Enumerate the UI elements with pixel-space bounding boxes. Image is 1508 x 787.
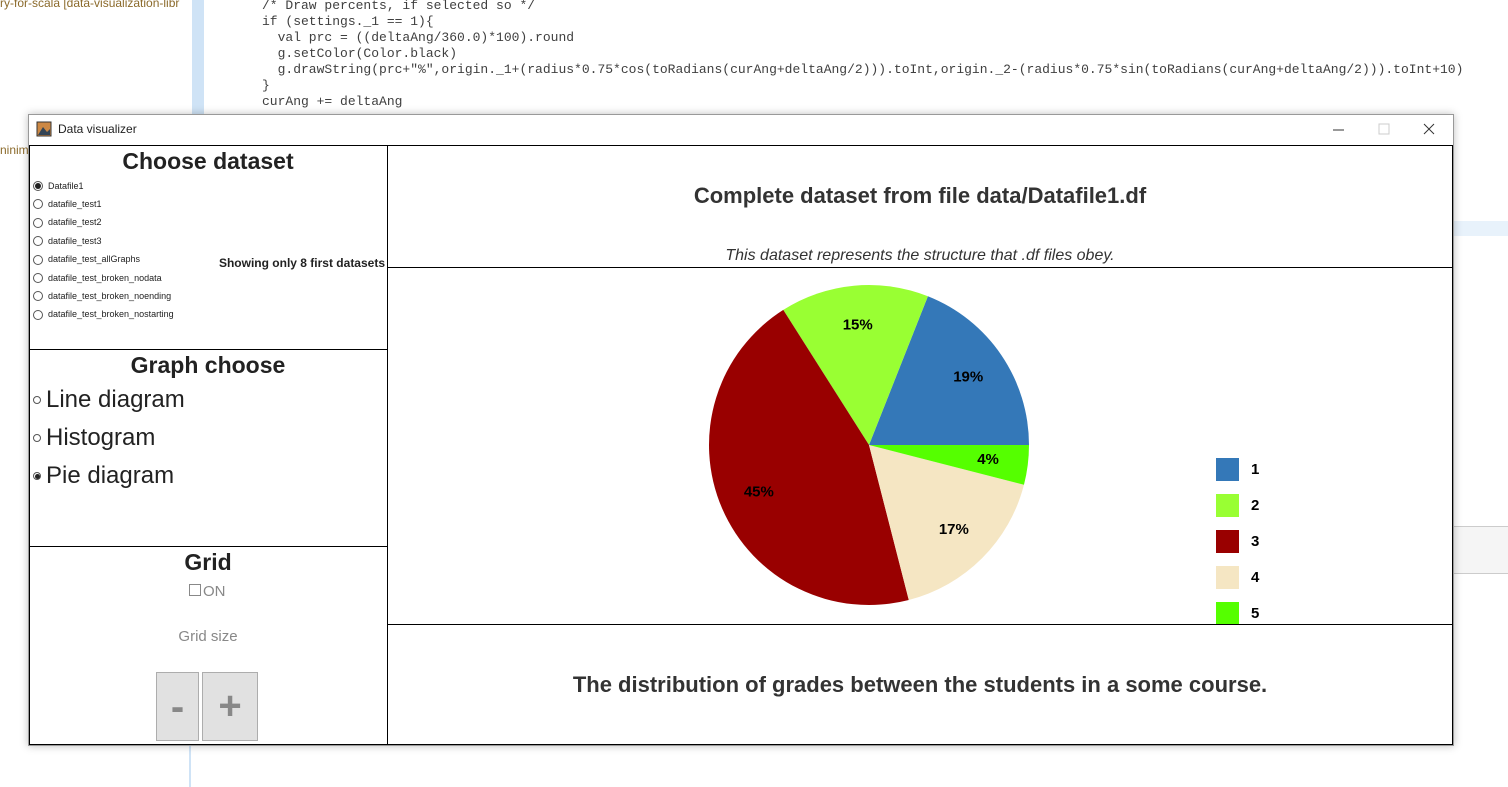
gutter-strip	[192, 0, 204, 114]
slice-label: 19%	[953, 369, 983, 386]
chart-subtitle: This dataset represents the structure th…	[725, 247, 1115, 264]
code-line: g.setColor(Color.black)	[262, 46, 458, 61]
grid-checkbox-label: ON	[203, 583, 226, 600]
radio-button[interactable]	[33, 434, 41, 442]
radio-button[interactable]	[33, 273, 43, 283]
legend-label: 2	[1251, 497, 1259, 514]
radio-button[interactable]	[33, 199, 43, 210]
slice-label: 4%	[977, 451, 999, 468]
legend-swatch	[1216, 530, 1239, 553]
pie-slice	[869, 445, 1024, 600]
radio-button[interactable]	[33, 236, 43, 247]
code-line: g.drawString(prc+"%",origin._1+(radius*0…	[262, 62, 1464, 77]
pie-slice	[709, 309, 909, 605]
radio-label: Datafile1	[48, 180, 84, 191]
project-label: ry-for-scala [data-visualization-libr	[0, 0, 180, 10]
radio-button[interactable]	[33, 472, 41, 480]
legend-swatch	[1216, 602, 1239, 624]
grid-checkbox[interactable]	[189, 584, 201, 596]
pie-slice	[869, 445, 1029, 485]
code-line: /* Draw percents, if selected so */	[262, 0, 536, 13]
legend-swatch	[1216, 566, 1239, 589]
radio-label: datafile_test_broken_nodata	[48, 272, 162, 283]
radio-label: datafile_test2	[48, 217, 102, 228]
highlight-band	[1452, 221, 1508, 236]
pie-chart: 19% 15% 45% 17% 4% 1 2 3 4 5	[709, 285, 1260, 624]
app-icon	[36, 121, 52, 137]
close[interactable]	[1423, 123, 1435, 135]
radio-label: Histogram	[46, 423, 156, 451]
window-controls	[1333, 123, 1435, 135]
radio-button[interactable]	[33, 254, 43, 265]
code-line: curAng += deltaAng	[262, 94, 403, 109]
slice-label: 15%	[843, 317, 873, 334]
caption-panel	[387, 624, 1453, 745]
graph-title: Graph choose	[130, 352, 286, 378]
pie-slice	[869, 296, 1029, 445]
gutter-line	[189, 744, 191, 787]
radio-button[interactable]	[33, 217, 43, 228]
legend-label: 5	[1251, 605, 1259, 622]
radio-button[interactable]	[33, 181, 43, 191]
radio-label: datafile_test_broken_nostarting	[48, 309, 174, 320]
grid-title: Grid	[184, 549, 232, 575]
radio-label: datafile_test_allGraphs	[48, 254, 141, 265]
dataset-title: Choose dataset	[122, 148, 294, 174]
legend-swatch	[1216, 494, 1239, 517]
minus-button[interactable]: -	[156, 672, 199, 741]
radio-label: datafile_test3	[48, 235, 102, 246]
radio-label: datafile_test_broken_noending	[48, 291, 172, 301]
code-line: val prc = ((deltaAng/360.0)*100).round	[262, 30, 575, 45]
radio-label: Line diagram	[46, 385, 185, 413]
chart-caption: The distribution of grades between the s…	[572, 672, 1268, 697]
pie-slice	[783, 285, 928, 445]
plus-button[interactable]: +	[202, 672, 258, 741]
legend-swatch	[1216, 458, 1239, 481]
grid-size-label: Grid size	[178, 628, 238, 645]
legend-label: 1	[1251, 461, 1259, 478]
dataset-note: Showing only 8 first datasets	[218, 256, 385, 270]
window-title: Data visualizer	[58, 122, 137, 136]
slice-label: 45%	[744, 484, 774, 501]
radio-button[interactable]	[33, 291, 43, 302]
legend-label: 3	[1251, 533, 1259, 550]
radio-button[interactable]	[33, 396, 41, 404]
radio-button[interactable]	[33, 309, 43, 320]
side-fragment: ninim	[0, 143, 29, 157]
window: Data visualizer Choose dataset Datafile1…	[28, 114, 1454, 746]
code-line: }	[262, 78, 270, 93]
chart-title: Complete dataset from file data/Datafile…	[693, 183, 1147, 208]
radio-label: Pie diagram	[46, 461, 175, 489]
radio-label: datafile_test1	[48, 199, 102, 209]
slice-label: 17%	[939, 521, 969, 538]
legend-label: 4	[1251, 569, 1260, 586]
radio-dot	[34, 473, 40, 479]
radio-dot	[35, 183, 41, 189]
maximize[interactable]	[1378, 123, 1390, 135]
code-line: if (settings._1 == 1){	[262, 14, 434, 29]
side-panel	[1452, 526, 1508, 574]
